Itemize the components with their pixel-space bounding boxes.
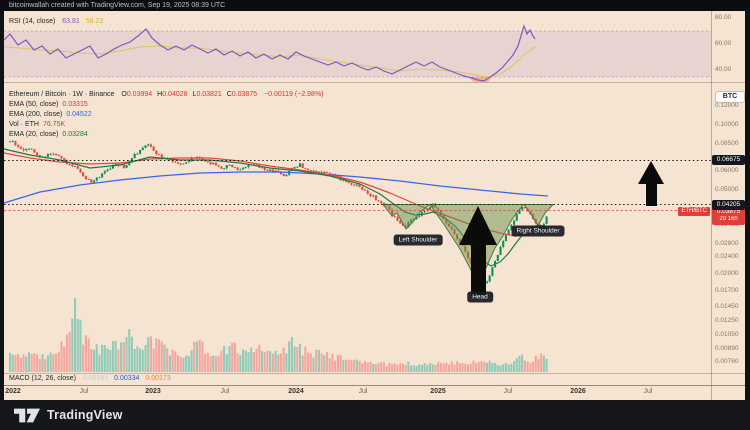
macd-line-value: 0.00334 (114, 375, 140, 382)
time-axis-label: Jul (220, 388, 230, 395)
price-level-badge: 0.06675 (712, 155, 745, 165)
symbol-price-tag: ETH/BTC (678, 207, 710, 216)
bar-countdown: 2d 16h (719, 215, 738, 222)
last-price-badge: 0.03875 2d 16h (712, 207, 745, 225)
price-axis-tick: 0.08500 (715, 140, 739, 147)
ohlc-values: O0.03994 H0.04028 L0.03821 C0.03875 (121, 91, 258, 98)
time-axis-label: 2024 (288, 388, 304, 395)
price-axis-tick: 0.02400 (715, 253, 739, 260)
time-axis-label: Jul (503, 388, 513, 395)
head-label: Head (467, 291, 493, 303)
price-axis-tick: 0.06000 (715, 167, 739, 174)
price-axis-tick: 0.01700 (715, 287, 739, 294)
change-value: −0.00119 (−2.98%) (264, 91, 324, 98)
time-axis-border (4, 385, 745, 386)
time-axis-label: Jul (79, 388, 89, 395)
footer-bar: TradingView (0, 400, 750, 430)
price-scale-border (711, 11, 712, 400)
attribution-bar: bitcoinwallah created with TradingView.c… (0, 0, 750, 11)
last-price-value: 0.03875 (716, 208, 741, 215)
rsi-value: 63.81 (62, 18, 80, 25)
right-shoulder-label: Right Shoulder (511, 225, 565, 237)
chart-canvas[interactable] (4, 11, 745, 400)
tradingview-wordmark[interactable]: TradingView (47, 408, 123, 422)
macd-signal-value: 0.00173 (145, 375, 171, 382)
time-axis-label: Jul (643, 388, 653, 395)
indicator-legend-row[interactable]: EMA (200, close) 0.04522 (9, 111, 92, 118)
price-axis-tick: 0.10000 (715, 121, 739, 128)
indicator-legend-row[interactable]: Vol · ETH 76.75K (9, 121, 66, 128)
tradingview-logo-icon[interactable] (14, 408, 40, 423)
price-axis-tick: 0.05000 (715, 186, 739, 193)
rsi-axis-tick: 60.00 (715, 40, 732, 47)
price-axis-tick: 0.02800 (715, 240, 739, 247)
rsi-legend-label: RSI (14, close) (9, 18, 56, 25)
macd-legend[interactable]: MACD (12, 26, close) 0.00161 0.00334 0.0… (9, 375, 171, 382)
time-axis-label: 2023 (145, 388, 161, 395)
macd-legend-label: MACD (12, 26, close) (9, 375, 76, 382)
pane-separator-rsi-main[interactable] (4, 82, 745, 83)
time-axis-label: 2025 (430, 388, 446, 395)
macd-hist-value: 0.00161 (82, 375, 109, 382)
symbol-title: Ethereum / Bitcoin · 1W · Binance (9, 91, 115, 98)
time-axis-label: 2022 (5, 388, 21, 395)
price-axis-tick: 0.01250 (715, 317, 739, 324)
price-axis-tick: 0.01050 (715, 331, 739, 338)
left-shoulder-label: Left Shoulder (393, 234, 443, 246)
price-axis-tick: 0.00890 (715, 345, 739, 352)
rsi-axis-tick: 40.00 (715, 66, 732, 73)
indicator-legend-row[interactable]: EMA (50, close) 0.03315 (9, 101, 88, 108)
pane-separator-main-macd[interactable] (4, 373, 745, 374)
price-axis-tick: 0.02000 (715, 270, 739, 277)
rsi-legend[interactable]: RSI (14, close) 63.81 58.23 (9, 18, 103, 25)
price-axis-tick: 0.00760 (715, 358, 739, 365)
price-axis-tick: 0.01450 (715, 303, 739, 310)
time-axis-label: Jul (358, 388, 368, 395)
time-axis-label: 2026 (570, 388, 586, 395)
symbol-legend[interactable]: Ethereum / Bitcoin · 1W · Binance O0.039… (9, 91, 324, 98)
price-axis-tick: 0.12000 (715, 102, 739, 109)
currency-toggle-button[interactable]: BTC (715, 91, 745, 103)
indicator-legend-row[interactable]: EMA (20, close) 0.03284 (9, 131, 88, 138)
rsi-axis-tick: 80.00 (715, 14, 732, 21)
attribution-text: bitcoinwallah created with TradingView.c… (9, 2, 226, 9)
rsi-ma-value: 58.23 (85, 18, 104, 25)
price-level-badge: 0.04205 (712, 200, 745, 210)
